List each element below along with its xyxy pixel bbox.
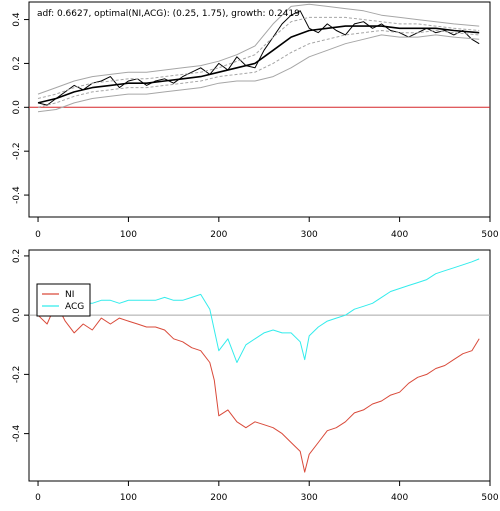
y-tick-label: 0.2 <box>12 56 22 70</box>
x-tick-label: 100 <box>120 230 137 240</box>
x-tick-label: 0 <box>35 230 41 240</box>
series-line-lower-band-inner <box>37 30 480 108</box>
series-line-spread <box>37 10 480 106</box>
y-tick-label: 0.2 <box>12 249 22 263</box>
series-line-upper-band-outer <box>37 3 480 95</box>
y-tick-label: 0.0 <box>12 308 22 323</box>
y-tick-label: -0.4 <box>12 186 22 204</box>
x-tick-label: 200 <box>210 230 227 240</box>
x-tick-label: 300 <box>301 230 318 240</box>
plot-frame <box>28 249 491 482</box>
legend-label-ni: NI <box>65 290 74 300</box>
series-line-ni <box>37 302 480 473</box>
x-tick-label: 400 <box>391 230 408 240</box>
legend-box <box>36 283 91 317</box>
legend-label-acg: ACG <box>65 302 84 312</box>
price-chart: 0 100 200 300 400 500 -0.4 -0.2 0.0 0.2 NI ACG <box>12 249 499 503</box>
plot-frame <box>28 1 491 218</box>
x-tick-label: 300 <box>301 493 318 503</box>
chart-title: adf: 0.6627, optimal(NI,ACG): (0.25, 1.7… <box>37 9 300 19</box>
plot-area <box>29 3 490 113</box>
x-tick-label: 500 <box>481 493 498 503</box>
series-line-lower-band-outer <box>37 34 480 113</box>
y-tick-label: 0.4 <box>12 12 22 27</box>
x-tick-label: 200 <box>210 493 227 503</box>
legend: NI ACG <box>36 283 91 317</box>
series-line-acg <box>37 258 480 363</box>
x-tick-label: 0 <box>35 493 41 503</box>
series-line-moving-average <box>37 25 480 104</box>
y-tick-label: -0.2 <box>12 366 22 384</box>
series-line-upper-band-inner <box>37 16 480 99</box>
x-tick-label: 400 <box>391 493 408 503</box>
y-tick-label: -0.2 <box>12 142 22 160</box>
spread-chart: 0 100 200 300 400 500 -0.4 -0.2 0.0 0.2 0.4 adf: 0.… <box>12 1 499 240</box>
x-tick-label: 500 <box>481 230 498 240</box>
x-tick-label: 100 <box>120 493 137 503</box>
y-tick-label: -0.4 <box>12 425 22 443</box>
plot-area <box>29 258 490 473</box>
y-tick-label: 0.0 <box>12 100 22 115</box>
